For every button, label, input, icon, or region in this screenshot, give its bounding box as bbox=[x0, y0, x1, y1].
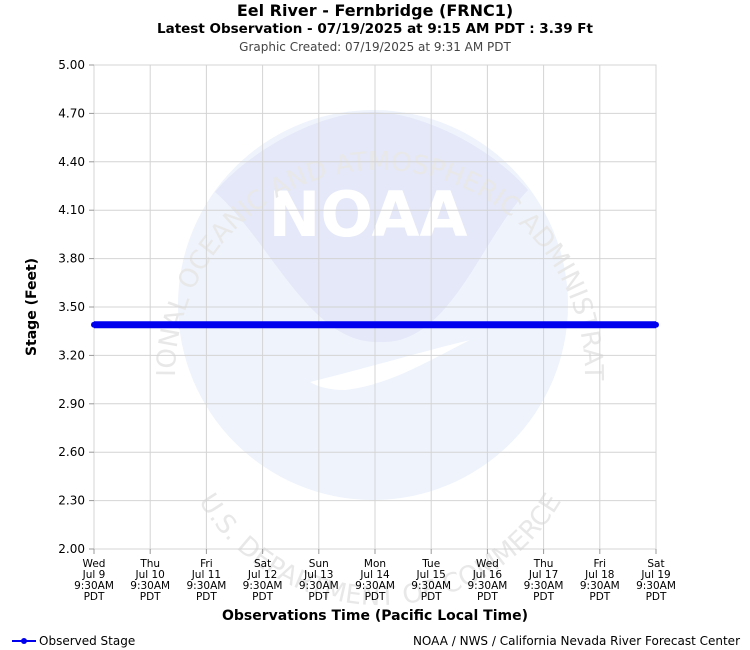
x-tick-label: PDT bbox=[196, 591, 217, 603]
x-tick-label: 9:30AM bbox=[411, 580, 451, 592]
x-tick-label: PDT bbox=[477, 591, 498, 603]
noaa-logo-watermark: NOAA NATIONAL OCEANIC AND ATMOSPHERIC AD… bbox=[0, 0, 608, 612]
data-point bbox=[203, 321, 210, 328]
latest-observation: Latest Observation - 07/19/2025 at 9:15 … bbox=[156, 21, 593, 37]
x-tick-label: Jul 19 bbox=[640, 569, 670, 581]
chart-title: Eel River - Fernbridge (FRNC1) bbox=[236, 1, 514, 20]
x-tick-label: Jul 16 bbox=[472, 569, 503, 581]
x-tick-label: 9:30AM bbox=[299, 580, 339, 592]
x-tick-label: Fri bbox=[594, 558, 607, 570]
y-tick-label: 4.10 bbox=[58, 203, 85, 217]
legend-label-observed-stage: Observed Stage bbox=[39, 634, 136, 648]
noaa-logo-text: NOAA bbox=[269, 178, 468, 251]
x-tick-label: Mon bbox=[364, 558, 386, 570]
credit-text: NOAA / NWS / California Nevada River For… bbox=[412, 634, 740, 648]
x-tick-label: Jul 12 bbox=[247, 569, 277, 581]
x-tick-label: Sun bbox=[309, 558, 329, 570]
x-tick-label: PDT bbox=[308, 591, 329, 603]
data-point bbox=[315, 321, 322, 328]
x-tick-label: 9:30AM bbox=[186, 580, 226, 592]
x-tick-label: PDT bbox=[84, 591, 105, 603]
y-tick-label: 2.60 bbox=[58, 445, 85, 459]
y-axis-label: Stage (Feet) bbox=[24, 258, 40, 356]
graphic-created: Graphic Created: 07/19/2025 at 9:31 AM P… bbox=[239, 40, 511, 54]
x-tick-label: PDT bbox=[252, 591, 273, 603]
x-tick-label: 9:30AM bbox=[355, 580, 395, 592]
x-tick-label: 9:30AM bbox=[74, 580, 114, 592]
y-tick-label: 4.40 bbox=[58, 155, 85, 169]
x-tick-label: Jul 10 bbox=[135, 569, 165, 581]
x-tick-label: Jul 17 bbox=[528, 569, 558, 581]
x-tick-label: Tue bbox=[421, 558, 440, 570]
data-point bbox=[540, 321, 547, 328]
y-tick-label: 2.00 bbox=[58, 542, 85, 556]
data-point bbox=[147, 321, 154, 328]
data-point bbox=[596, 321, 603, 328]
y-tick-label: 3.20 bbox=[58, 348, 85, 362]
data-point bbox=[91, 321, 97, 328]
series-observed-stage bbox=[91, 321, 659, 329]
x-tick-label: Jul 14 bbox=[359, 569, 390, 581]
data-point bbox=[653, 321, 659, 328]
x-tick-label: PDT bbox=[589, 591, 610, 603]
x-tick-label: 9:30AM bbox=[467, 580, 507, 592]
data-point bbox=[259, 321, 266, 328]
x-tick-label: PDT bbox=[646, 591, 667, 603]
stage-chart: NOAA NATIONAL OCEANIC AND ATMOSPHERIC AD… bbox=[0, 0, 676, 624]
x-tick-label: Jul 15 bbox=[416, 569, 446, 581]
y-tick-label: 5.00 bbox=[58, 58, 85, 72]
y-axis: 2.00 2.30 2.60 2.90 3.20 3.50 3.80 4.10 4.40 4.70… bbox=[58, 58, 94, 556]
y-tick-label: 4.70 bbox=[58, 106, 85, 120]
x-tick-label: Wed bbox=[83, 558, 106, 570]
y-tick-label: 2.90 bbox=[58, 397, 85, 411]
x-tick-label: 9:30AM bbox=[580, 580, 620, 592]
x-tick-label: Sat bbox=[647, 558, 664, 570]
x-tick-label: PDT bbox=[421, 591, 442, 603]
x-tick-label: PDT bbox=[533, 591, 554, 603]
y-tick-label: 2.30 bbox=[58, 494, 85, 508]
x-tick-label: Wed bbox=[476, 558, 499, 570]
x-tick-label: PDT bbox=[365, 591, 386, 603]
x-tick-label: Sat bbox=[254, 558, 271, 570]
legend-line-marker-icon bbox=[12, 638, 36, 644]
grid bbox=[93, 64, 657, 550]
x-axis-label: Observations Time (Pacific Local Time) bbox=[222, 608, 528, 624]
x-tick-label: Fri bbox=[200, 558, 213, 570]
data-point bbox=[484, 321, 491, 328]
legend: Observed Stage bbox=[12, 634, 135, 648]
y-tick-label: 3.80 bbox=[58, 252, 85, 266]
y-tick-label: 3.50 bbox=[58, 300, 85, 314]
x-tick-label: 9:30AM bbox=[243, 580, 283, 592]
x-tick-label: Thu bbox=[139, 558, 160, 570]
x-tick-label: Jul 11 bbox=[191, 569, 221, 581]
x-tick-label: 9:30AM bbox=[636, 580, 676, 592]
x-tick-label: PDT bbox=[140, 591, 161, 603]
data-point bbox=[428, 321, 435, 328]
x-tick-label: Jul 18 bbox=[584, 569, 614, 581]
x-tick-label: Jul 9 bbox=[82, 569, 106, 581]
x-tick-label: 9:30AM bbox=[130, 580, 170, 592]
data-point bbox=[372, 321, 378, 328]
x-tick-label: Jul 13 bbox=[303, 569, 333, 581]
x-tick-label: 9:30AM bbox=[524, 580, 564, 592]
x-tick-label: Thu bbox=[533, 558, 554, 570]
